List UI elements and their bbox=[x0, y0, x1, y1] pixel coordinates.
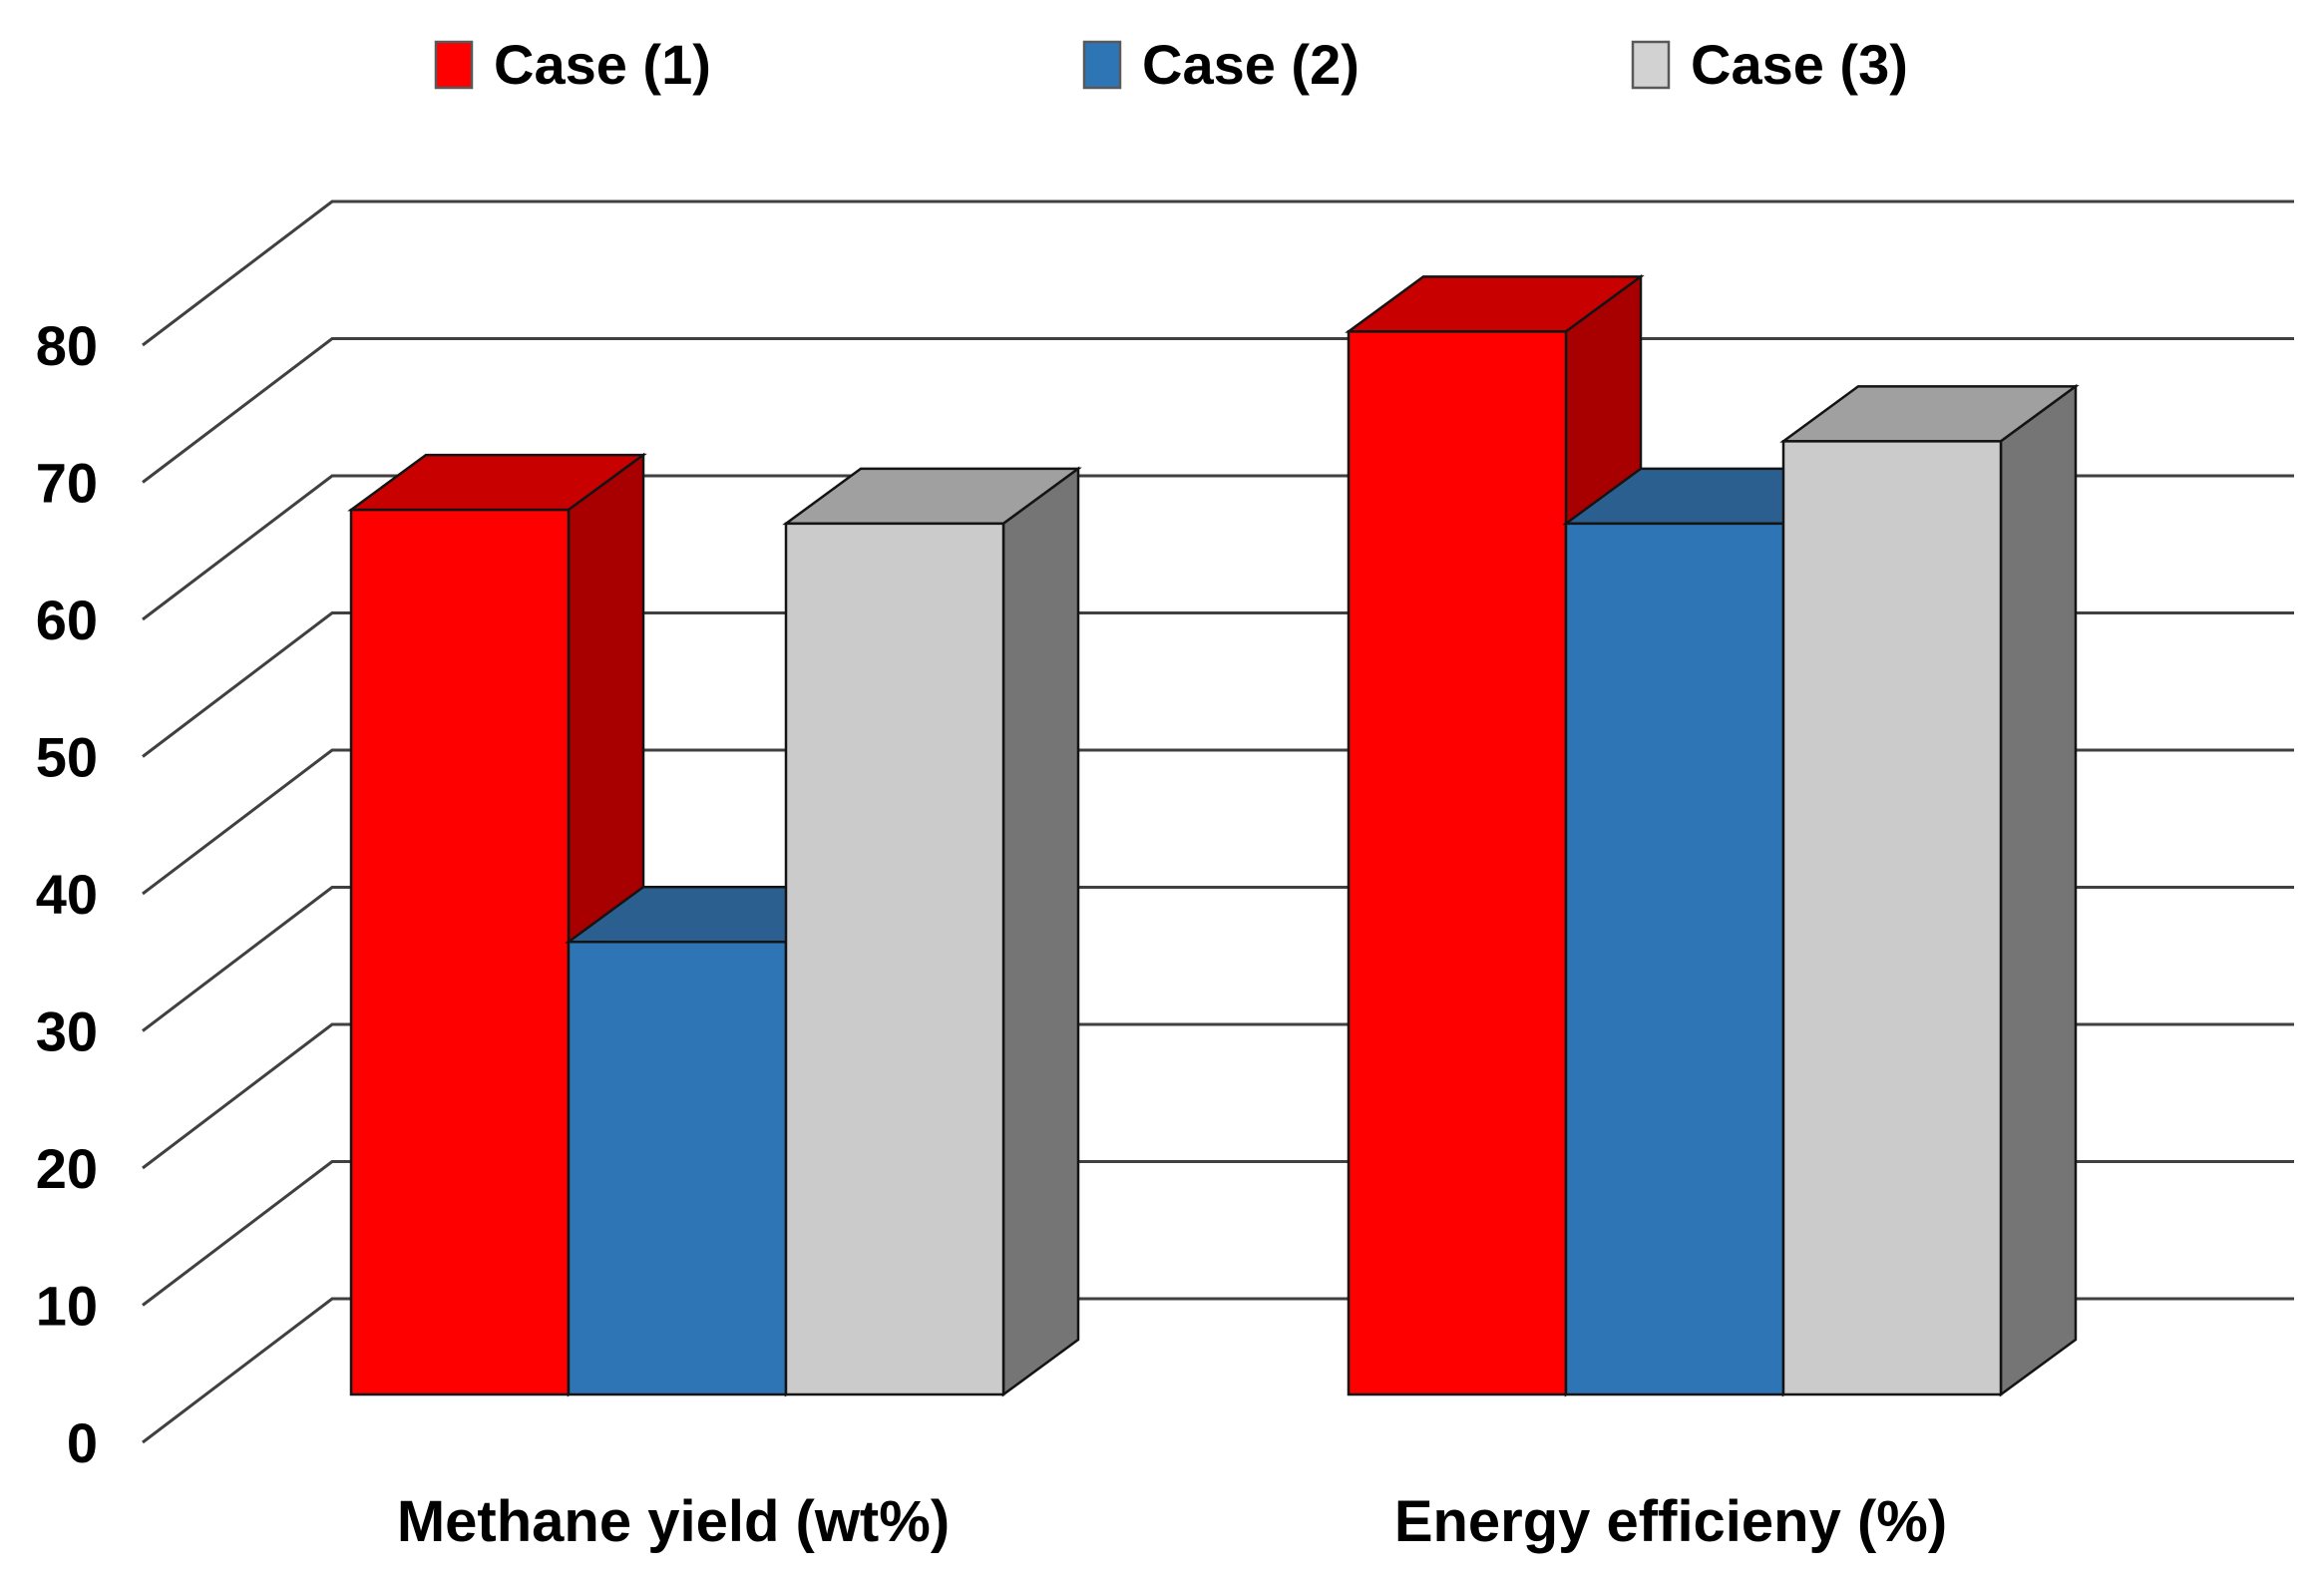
bar-front-face bbox=[784, 522, 1005, 1396]
bar-case-3-energy-efficieny bbox=[1779, 383, 2080, 1397]
legend-label-case-2: Case (2) bbox=[1142, 33, 1359, 96]
y-tick-label-50: 50 bbox=[36, 726, 98, 789]
legend-swatch-case-3-icon bbox=[1631, 40, 1671, 90]
bar-front-face bbox=[567, 941, 788, 1396]
category-label-methane-yield: Methane yield (wt%) bbox=[397, 1489, 950, 1554]
y-tick-label-40: 40 bbox=[36, 863, 98, 926]
legend-label-case-3: Case (3) bbox=[1691, 33, 1908, 96]
bar-front-face bbox=[1564, 522, 1785, 1396]
bar-side-face bbox=[1999, 383, 2078, 1397]
y-tick-label-70: 70 bbox=[36, 452, 98, 515]
legend-item-case-3: Case (3) bbox=[1631, 33, 1908, 96]
y-tick-label-20: 20 bbox=[36, 1137, 98, 1200]
category-label-energy-efficiency: Energy efficieny (%) bbox=[1394, 1489, 1947, 1554]
legend-swatch-case-2-icon bbox=[1082, 40, 1122, 90]
y-tick-label-80: 80 bbox=[36, 314, 98, 377]
y-axis-tick-labels: 0 10 20 30 40 50 60 70 80 bbox=[36, 314, 98, 1474]
legend-item-case-2: Case (2) bbox=[1082, 33, 1359, 96]
legend-item-case-1: Case (1) bbox=[434, 33, 711, 96]
category-axis-labels: Methane yield (wt%) Energy efficieny (%) bbox=[397, 1489, 1947, 1554]
y-tick-label-30: 30 bbox=[36, 1000, 98, 1063]
bar-side-face bbox=[1001, 466, 1080, 1397]
bar-case-3-methane-yield-wt bbox=[782, 466, 1082, 1397]
y-tick-label-10: 10 bbox=[36, 1275, 98, 1338]
bar-front-face bbox=[1781, 440, 2003, 1396]
legend-swatch-case-1-icon bbox=[434, 40, 474, 90]
y-tick-label-0: 0 bbox=[67, 1411, 98, 1474]
bar-front-face bbox=[349, 508, 571, 1396]
bars-3d bbox=[347, 273, 2080, 1397]
gridlines bbox=[142, 199, 2294, 1444]
bar-front-face bbox=[1347, 330, 1568, 1396]
legend: Case (1) Case (2) Case (3) bbox=[434, 33, 1908, 96]
y-tick-label-60: 60 bbox=[36, 589, 98, 651]
gridline-80 bbox=[142, 199, 2294, 347]
legend-label-case-1: Case (1) bbox=[494, 33, 711, 96]
